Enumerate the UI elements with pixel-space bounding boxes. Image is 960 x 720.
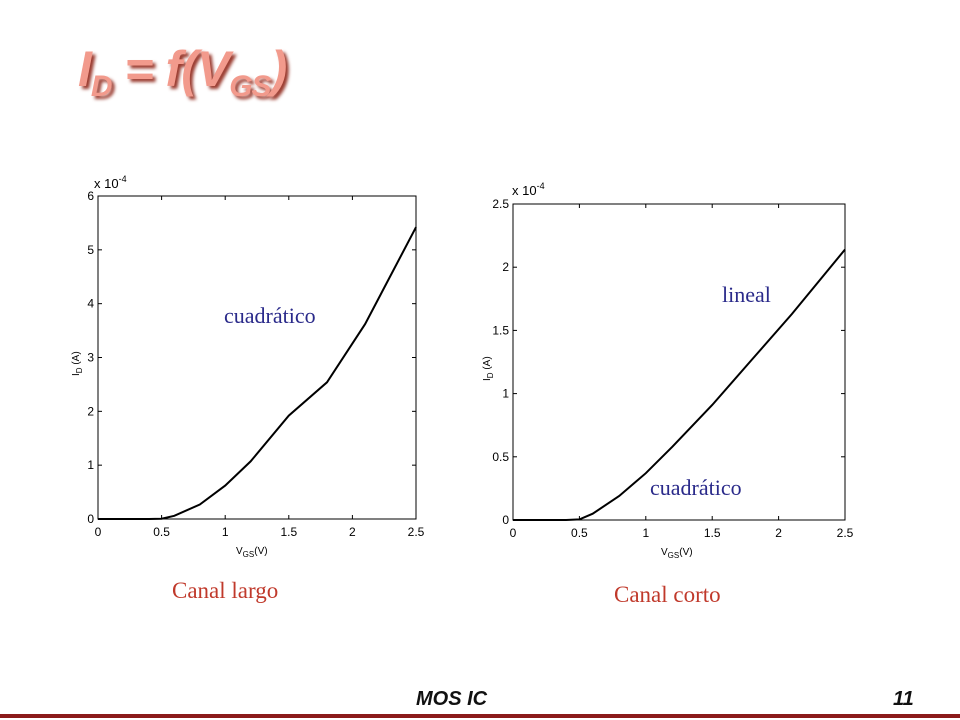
slide-title: ID = f(VGS): [78, 41, 287, 103]
x-tick-label: 2.5: [408, 525, 425, 539]
y-tick-label: 2: [502, 260, 509, 274]
x-tick-label: 2: [349, 525, 356, 539]
y-axis-label: ID (A): [71, 351, 84, 376]
multiplier-label: x 10-4: [512, 181, 545, 198]
x-tick-label: 0: [510, 526, 517, 540]
plot-frame: [512, 203, 846, 521]
y-tick-label: 1: [502, 387, 509, 401]
x-tick-label: 2: [775, 526, 782, 540]
y-tick-label: 6: [87, 189, 94, 203]
footer-divider: [0, 714, 960, 718]
annotation-cuadratico: cuadrático: [650, 475, 742, 500]
y-tick-label: 1.5: [492, 323, 509, 337]
y-tick-label: 0: [87, 512, 94, 526]
y-tick-label: 2: [87, 404, 94, 418]
y-tick-label: 4: [87, 297, 94, 311]
x-tick-label: 1: [222, 525, 229, 539]
y-tick-label: 2.5: [492, 197, 509, 211]
multiplier-label: x 10-4: [94, 174, 127, 191]
x-tick-label: 0.5: [571, 526, 588, 540]
y-tick-label: 1: [87, 458, 94, 472]
y-tick-label: 0.5: [492, 450, 509, 464]
caption-canal-corto: Canal corto: [614, 582, 721, 607]
footer-left: MOS IC: [416, 688, 488, 710]
series-line: [98, 226, 417, 520]
page-number: 11: [893, 688, 914, 710]
y-tick-label: 3: [87, 351, 94, 365]
x-tick-label: 2.5: [837, 526, 854, 540]
x-axis-label: VGS(V): [661, 547, 693, 560]
series-line: [513, 248, 846, 521]
y-axis-label: ID (A): [482, 356, 495, 381]
y-tick-label: 5: [87, 243, 94, 257]
x-tick-label: 0: [95, 525, 102, 539]
x-tick-label: 1.5: [280, 525, 297, 539]
annotation-lineal: lineal: [722, 282, 771, 307]
annotation-cuadratico: cuadrático: [224, 303, 316, 328]
y-tick-label: 0: [502, 513, 509, 527]
x-tick-label: 0.5: [153, 525, 170, 539]
x-axis-label: VGS(V): [236, 546, 268, 559]
x-tick-label: 1: [642, 526, 649, 540]
x-tick-label: 1.5: [704, 526, 721, 540]
caption-canal-largo: Canal largo: [172, 578, 279, 603]
